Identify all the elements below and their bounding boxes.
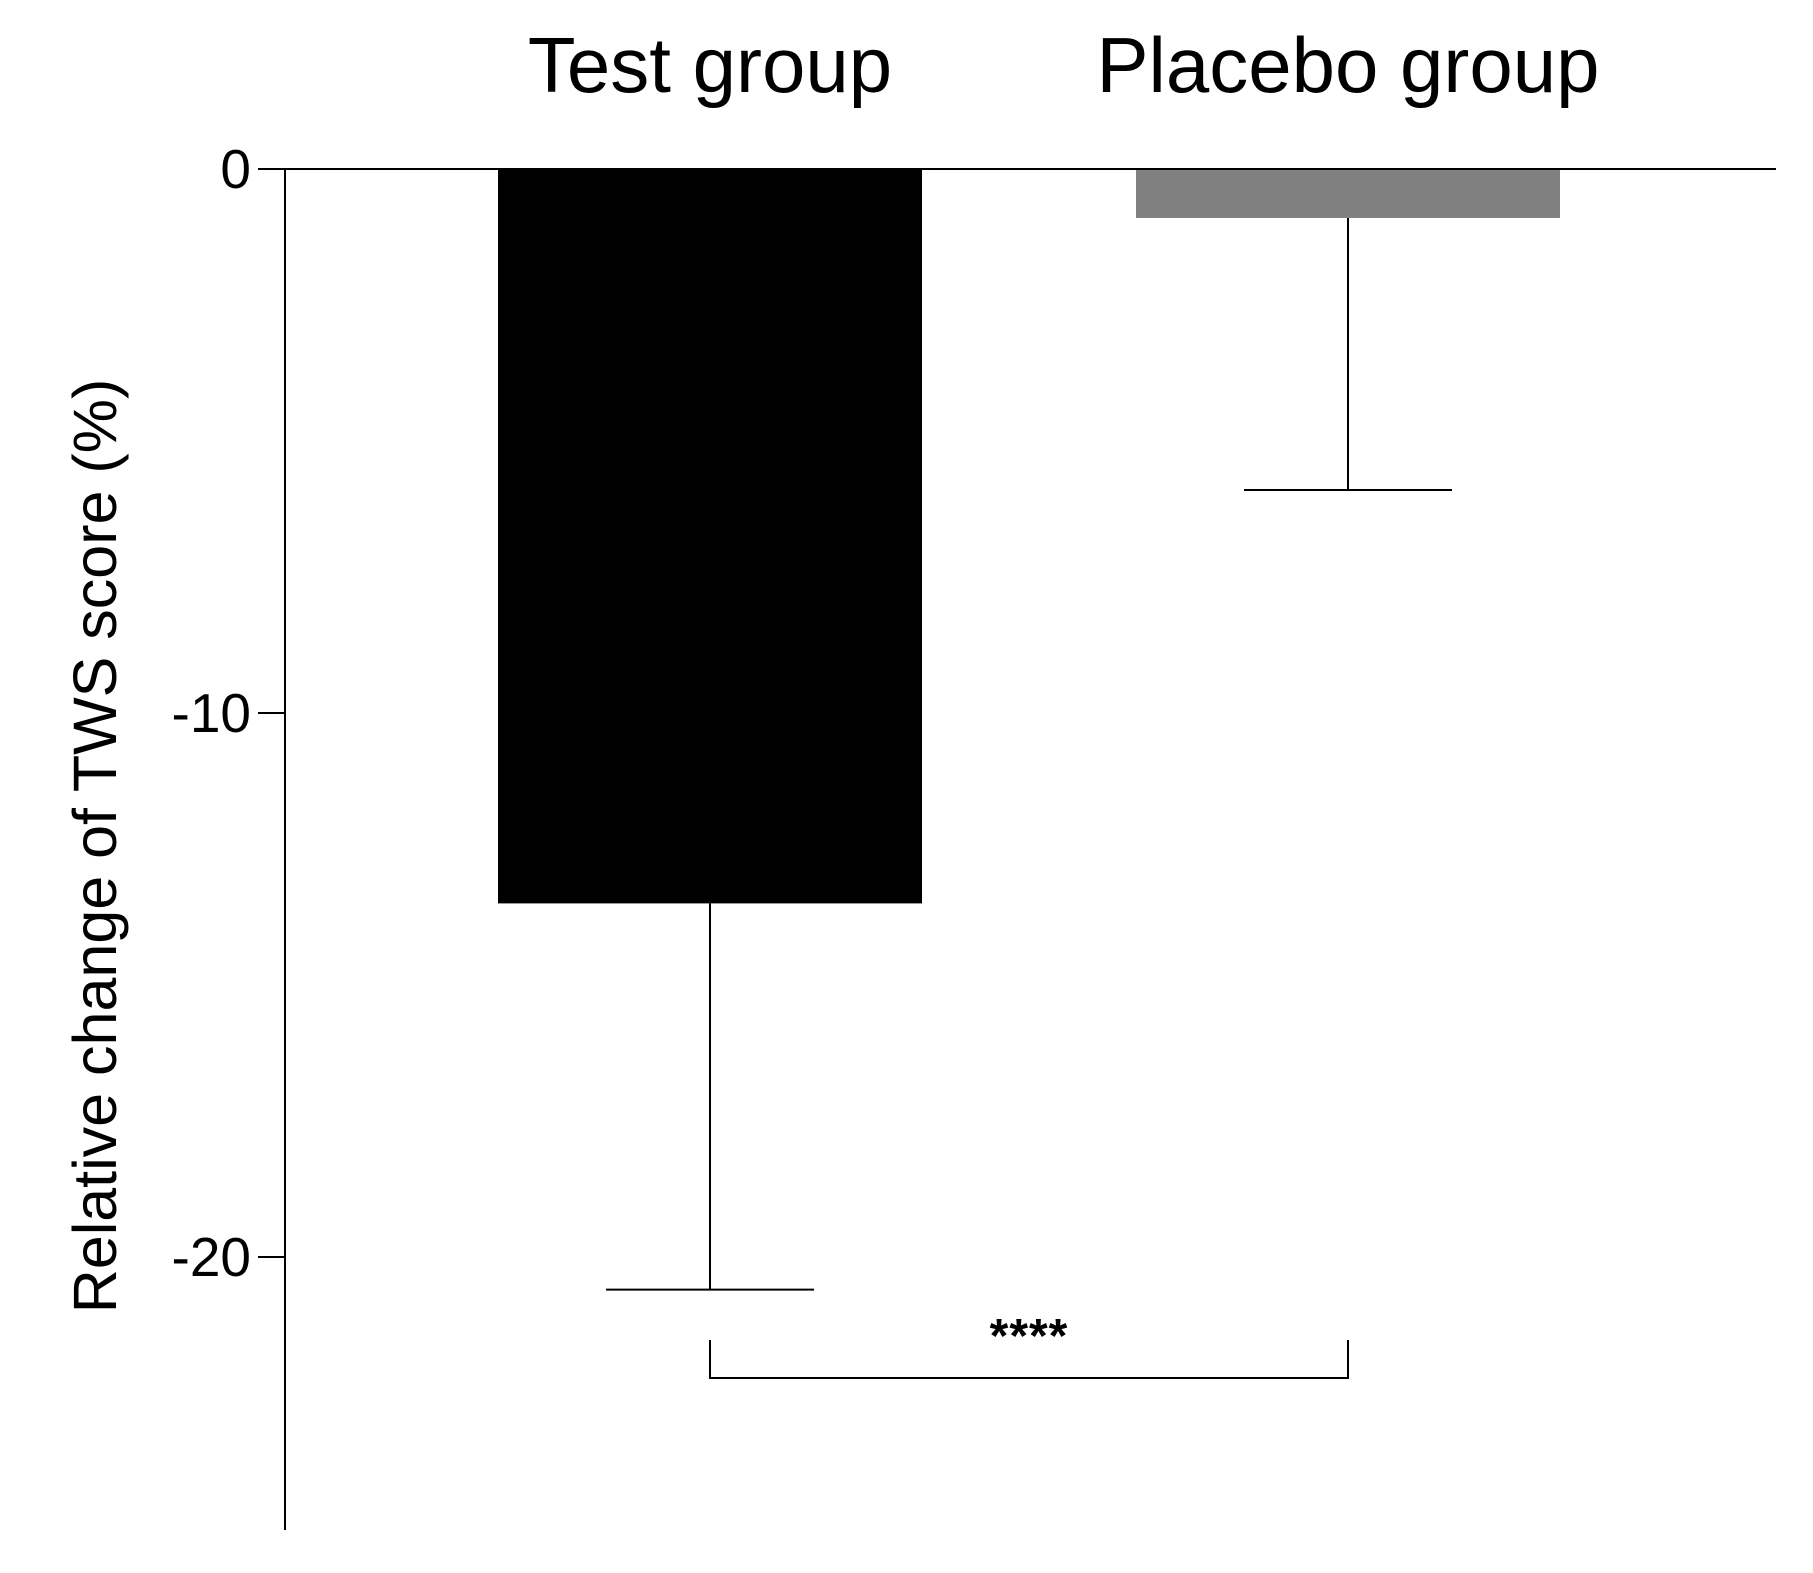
y-tick-label: -10 — [172, 682, 252, 744]
significance-bracket — [709, 1340, 1349, 1379]
y-tick-label: 0 — [220, 138, 251, 200]
bar-placebo-group — [1136, 169, 1560, 218]
y-axis-title: Relative change of TWS score (%) — [61, 379, 129, 1314]
bar-test-group — [498, 169, 922, 904]
category-label: Test group — [528, 21, 892, 109]
category-label: Placebo group — [1096, 21, 1599, 109]
significance-label: **** — [990, 1310, 1069, 1363]
y-tick-label: -20 — [172, 1226, 252, 1288]
